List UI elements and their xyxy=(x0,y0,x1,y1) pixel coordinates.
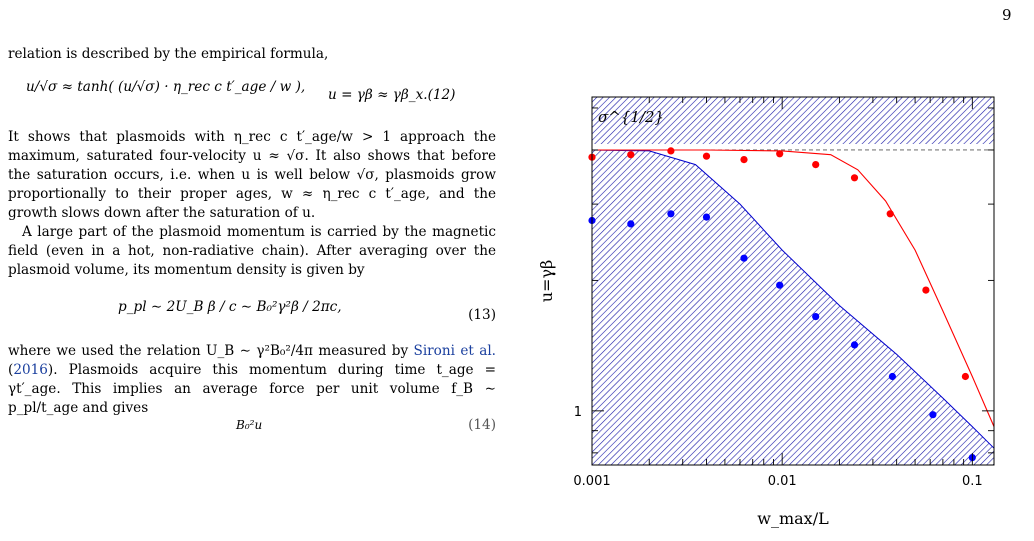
page-number: 9 xyxy=(1002,6,1012,24)
blue-envelope-curve xyxy=(591,149,995,449)
x-axis-label: w_max/L xyxy=(757,509,829,528)
text-column: relation is described by the empirical f… xyxy=(8,45,496,433)
blue-data-point xyxy=(888,372,897,381)
x-tick-label: 0.1 xyxy=(962,474,983,489)
red-fit-curve xyxy=(592,149,995,427)
equation-12-lhs: u/√σ ≈ tanh( (u/√σ) · η_rec c t′_age / w… xyxy=(26,79,306,95)
blue-data-point xyxy=(740,254,748,262)
y-axis-label: u=γβ xyxy=(537,260,556,303)
x-tick-label: 0.01 xyxy=(768,474,797,489)
blue-data-point xyxy=(776,281,784,289)
red-data-point xyxy=(702,152,711,160)
citation-year-link[interactable]: 2016 xyxy=(13,362,48,378)
paragraph-3: A large part of the plasmoid momentum is… xyxy=(8,224,496,278)
citation-sironi-link[interactable]: Sironi et al. xyxy=(413,343,496,359)
paragraph-1: relation is described by the empirical f… xyxy=(8,46,329,62)
hatched-top-band xyxy=(592,97,994,144)
y-tick-label: 1 xyxy=(574,405,582,420)
paragraph-2: It shows that plasmoids with η_rec c t′_… xyxy=(8,129,496,221)
plot-frame xyxy=(591,96,995,466)
blue-data-point xyxy=(812,313,820,321)
blue-data-point xyxy=(850,341,859,349)
equation-14-fragment: B₀²u xyxy=(236,418,263,432)
red-data-point xyxy=(740,156,748,164)
blue-data-point xyxy=(929,411,937,419)
red-data-point xyxy=(886,210,894,218)
equation-13-number: (13) xyxy=(468,307,496,323)
equation-14-number: (14) xyxy=(468,417,496,433)
blue-data-point xyxy=(627,220,635,228)
blue-data-point xyxy=(702,213,711,221)
red-data-point xyxy=(812,161,820,169)
paragraph-4-start: where we used the relation U_B ∼ γ²B₀²/4… xyxy=(8,343,409,359)
equation-12: u/√σ ≈ tanh( (u/√σ) · η_rec c t′_age / w… xyxy=(8,66,496,124)
paragraph-4: where we used the relation U_B ∼ γ²B₀²/4… xyxy=(8,343,496,416)
red-data-point xyxy=(850,174,859,182)
red-data-point xyxy=(922,286,930,294)
paragraph-4-end: ). Plasmoids acquire this momentum durin… xyxy=(8,362,496,416)
red-data-point xyxy=(667,147,675,155)
equation-12-rhs: u = γβ ≈ γβ_x.(12) xyxy=(328,87,456,103)
hatched-region xyxy=(592,97,994,465)
equation-13: p_pl ∼ 2U_B β / c ∼ B₀²γ²β / 2πc, (13) xyxy=(8,284,496,340)
equation-14-partial: B₀²u (14) xyxy=(8,417,496,433)
blue-data-point xyxy=(667,210,675,218)
red-data-point xyxy=(776,150,784,158)
hatched-area-under-envelope xyxy=(592,150,994,465)
sigma-annotation: σ^{1/2} xyxy=(598,108,664,126)
red-data-point xyxy=(961,372,970,381)
equation-13-body: p_pl ∼ 2U_B β / c ∼ B₀²γ²β / 2πc, xyxy=(118,299,342,315)
x-tick-label: 0.001 xyxy=(573,474,610,489)
axis-ticks: 0.001 0.01 0.1 1 xyxy=(573,97,994,489)
red-data-point xyxy=(627,151,635,159)
data-points xyxy=(588,147,976,462)
